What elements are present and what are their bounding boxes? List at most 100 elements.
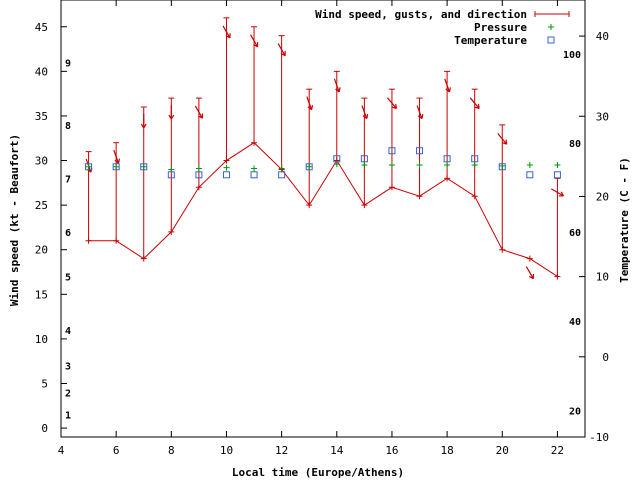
- y-right-tick-label: -10: [589, 431, 609, 444]
- wind-direction-arrow: [306, 96, 314, 111]
- x-axis-title: Local time (Europe/Athens): [232, 466, 404, 479]
- x-tick-label: 20: [496, 444, 509, 457]
- fahrenheit-label: 20: [569, 406, 581, 417]
- pressure-point: [278, 165, 285, 172]
- legend-temperature-label: Temperature: [454, 34, 527, 47]
- pressure-point: [113, 163, 120, 170]
- direction-arrows: [85, 25, 565, 280]
- beaufort-label: 5: [65, 272, 71, 283]
- temperature-point: [526, 171, 534, 179]
- temperature-point: [250, 171, 258, 179]
- fahrenheit-label: 60: [569, 228, 581, 239]
- wind-direction-arrow: [551, 188, 565, 197]
- wind-speed-point: [526, 255, 533, 262]
- pressure-point: [416, 161, 423, 168]
- pressure-point: [526, 161, 533, 168]
- legend-pressure-plus: [548, 24, 554, 30]
- y-left-tick-label: 25: [35, 199, 48, 212]
- pressure-point: [140, 163, 147, 170]
- beaufort-label: 4: [65, 326, 71, 337]
- pressure-point: [195, 165, 202, 172]
- pressure-point: [306, 163, 313, 170]
- temperature-point: [360, 155, 368, 163]
- temperature-point: [388, 147, 396, 155]
- axis-ticks: 4 6 8 10 12 14 16 18 20 2205101520253035404512345…: [35, 0, 609, 457]
- wind-speed-point: [471, 193, 478, 200]
- wind-direction-arrow: [222, 25, 231, 39]
- y-left-tick-label: 5: [41, 377, 48, 390]
- temperature-point: [85, 163, 93, 171]
- wind-series: [85, 139, 561, 280]
- fahrenheit-label: 40: [569, 317, 581, 328]
- pressure-point: [223, 164, 230, 171]
- gust-bars: [85, 17, 561, 277]
- y-right-tick-label: 0: [602, 351, 609, 364]
- y-left-tick-label: 15: [35, 288, 48, 301]
- plot-frame: [60, 0, 586, 438]
- wind-speed-point: [195, 184, 202, 191]
- pressure-series: [85, 161, 561, 173]
- y-left-tick-label: 30: [35, 155, 48, 168]
- temperature-point: [112, 163, 120, 171]
- wind-direction-arrow: [333, 78, 341, 93]
- pressure-point: [554, 161, 561, 168]
- beaufort-label: 9: [65, 58, 71, 69]
- temperature-point: [471, 155, 479, 163]
- wind-speed-point: [168, 228, 175, 235]
- wind-direction-arrow: [113, 149, 121, 164]
- pressure-point: [85, 163, 92, 170]
- temperature-point: [305, 163, 313, 171]
- wind-speed-point: [388, 184, 395, 191]
- y-right-tick-label: 20: [596, 190, 609, 203]
- wind-speed-point: [140, 255, 147, 262]
- wind-direction-arrow: [250, 34, 259, 48]
- y-left-tick-label: 35: [35, 110, 48, 123]
- wind-speed-point: [223, 157, 230, 164]
- x-tick-label: 10: [220, 444, 233, 457]
- fahrenheit-label: 80: [569, 139, 581, 150]
- temperature-series: [85, 147, 561, 179]
- pressure-point: [388, 161, 395, 168]
- legend-temperature-marker: [547, 36, 555, 44]
- temperature-point: [498, 163, 506, 171]
- wind-direction-arrow: [140, 114, 147, 129]
- x-tick-label: 12: [275, 444, 288, 457]
- temperature-point: [416, 147, 424, 155]
- y-right-tick-label: 40: [596, 30, 609, 43]
- wind-speed-point: [416, 193, 423, 200]
- beaufort-label: 3: [65, 362, 71, 373]
- x-tick-label: 16: [385, 444, 398, 457]
- x-tick-label: 4: [58, 444, 65, 457]
- pressure-point: [471, 161, 478, 168]
- wind-direction-arrow: [469, 97, 480, 110]
- wind-direction-arrow: [168, 105, 175, 120]
- legend-pressure-label: Pressure: [474, 21, 527, 34]
- wind-speed-point: [85, 237, 92, 244]
- beaufort-label: 7: [65, 174, 71, 185]
- legend: Wind speed, gusts, and direction Pressur…: [315, 8, 570, 47]
- beaufort-label: 6: [65, 228, 71, 239]
- pressure-point: [251, 165, 258, 172]
- pressure-point: [361, 161, 368, 168]
- wind-direction-arrow: [497, 133, 508, 145]
- wind-speed-point: [113, 237, 120, 244]
- y-right-tick-label: 30: [596, 110, 609, 123]
- x-tick-label: 6: [113, 444, 120, 457]
- beaufort-label: 1: [65, 411, 71, 422]
- y-left-axis-title: Wind speed (kt - Beaufort): [8, 134, 21, 306]
- legend-wind-label: Wind speed, gusts, and direction: [315, 8, 527, 21]
- pressure-point: [444, 161, 451, 168]
- wind-direction-arrow: [386, 97, 398, 110]
- wind-direction-arrow: [277, 43, 286, 57]
- temperature-point: [443, 155, 451, 163]
- x-tick-label: 8: [168, 444, 175, 457]
- wind-direction-arrow: [361, 105, 369, 120]
- temperature-point: [195, 171, 203, 179]
- temperature-point: [140, 163, 148, 171]
- x-tick-label: 18: [440, 444, 453, 457]
- temperature-point: [222, 171, 230, 179]
- beaufort-label: 8: [65, 121, 71, 132]
- wind-speed-point: [499, 246, 506, 253]
- temperature-point: [333, 155, 341, 163]
